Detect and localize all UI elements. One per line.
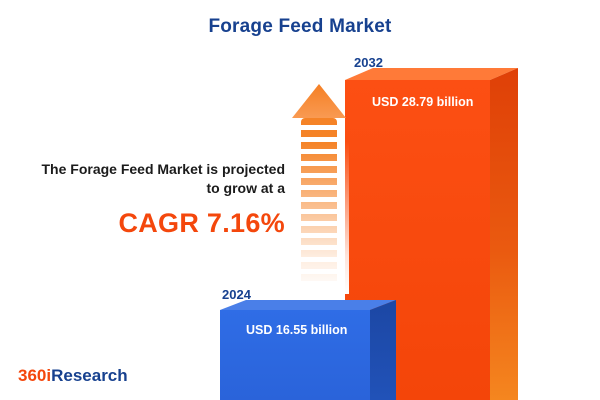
bar-2024-side-face <box>370 300 396 400</box>
growth-arrow-icon <box>290 84 350 295</box>
bar-2032-year-label: 2032 <box>354 55 383 70</box>
growth-annotation: The Forage Feed Market is projected to g… <box>0 160 285 241</box>
brand-logo: 360iResearch <box>18 366 128 386</box>
bar-2032-side-face <box>490 68 518 400</box>
brand-logo-prefix: 360i <box>18 366 52 385</box>
annotation-line2: to grow at a <box>206 179 285 196</box>
bar-2024-year-label: 2024 <box>222 287 251 302</box>
page-title: Forage Feed Market <box>208 16 392 37</box>
growth-arrow-fade <box>290 141 350 295</box>
bar-2024-value-label: USD 16.55 billion <box>246 323 348 337</box>
bar-2024-top-face <box>220 300 396 310</box>
bar-2032-top-face <box>345 68 518 80</box>
growth-arrow-head <box>292 84 346 118</box>
brand-logo-suffix: Research <box>51 366 128 385</box>
annotation-line1: The Forage Feed Market is projected <box>41 161 285 177</box>
bar-2024 <box>220 310 370 400</box>
bar-2032-value-label: USD 28.79 billion <box>372 95 474 109</box>
cagr-value: CAGR 7.16% <box>118 207 285 238</box>
